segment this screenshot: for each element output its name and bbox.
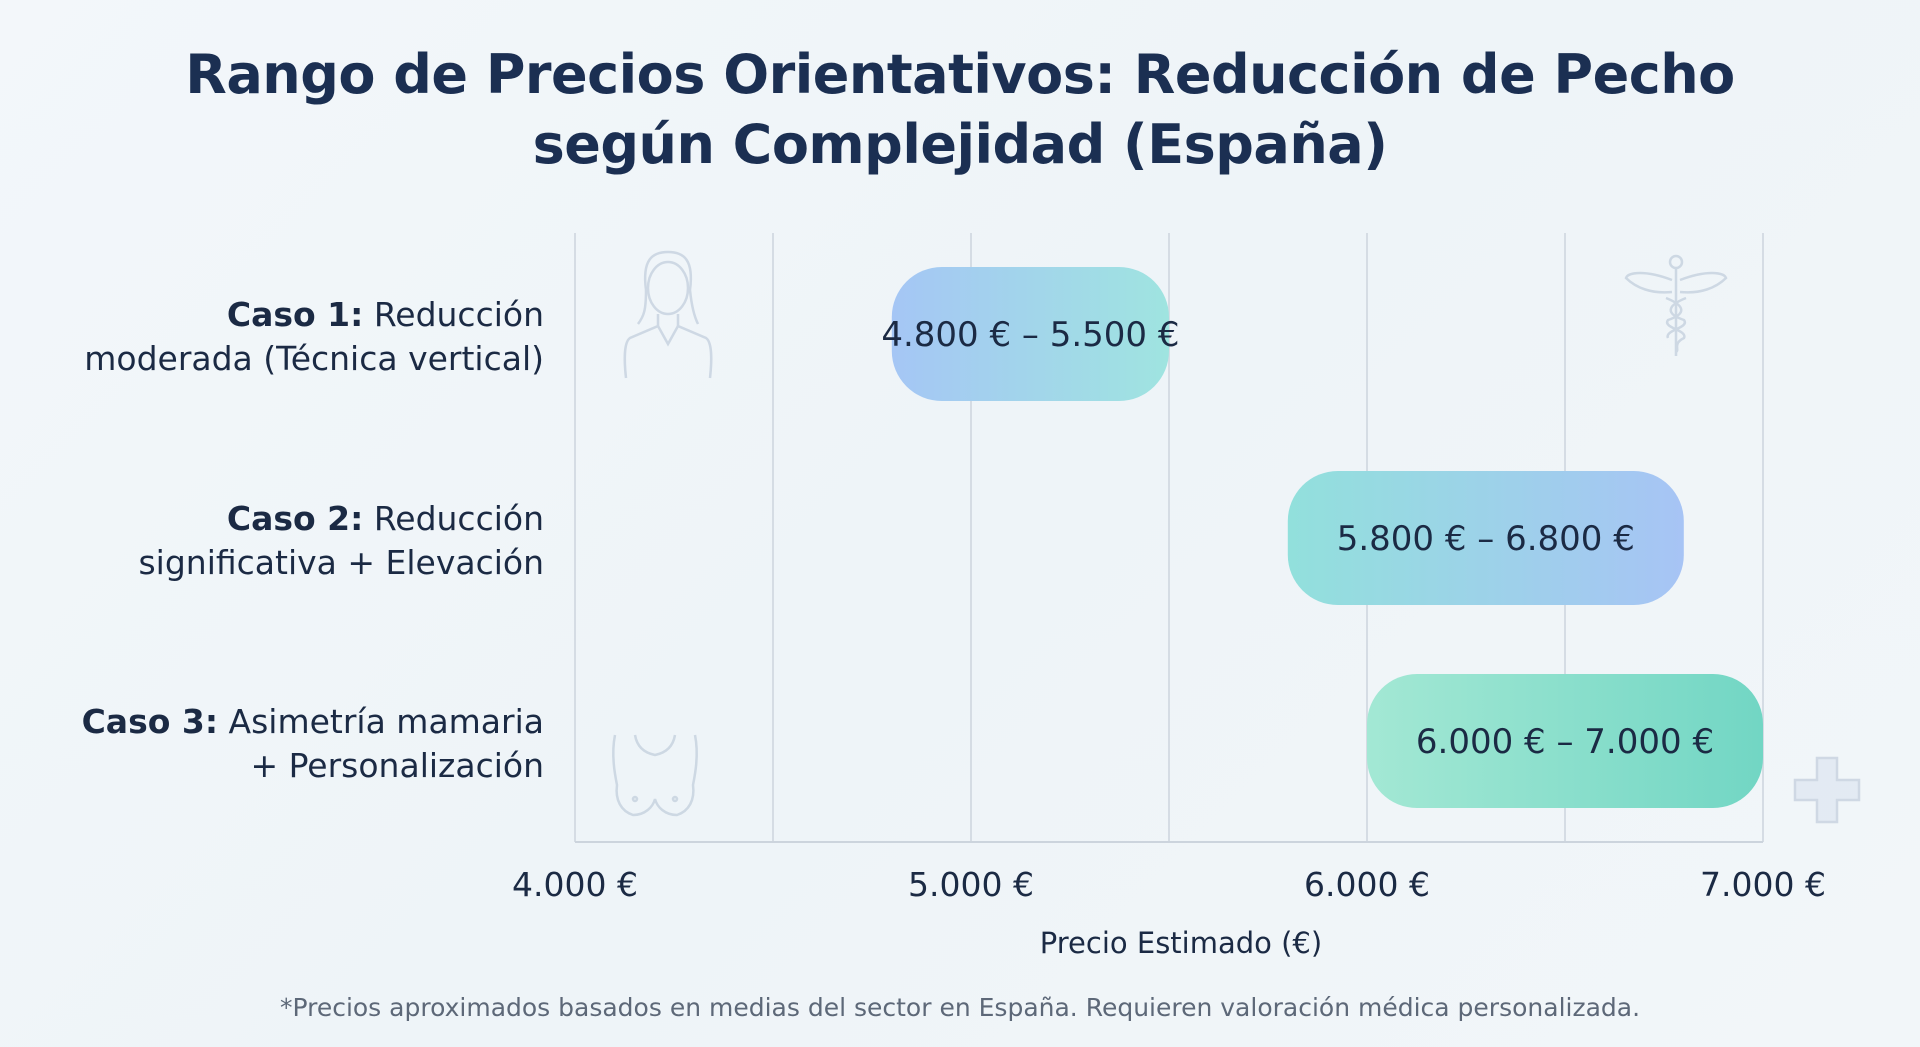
range-bar-label: 4.800 € – 5.500 € — [881, 315, 1179, 355]
medical-cross-icon — [1793, 756, 1861, 824]
case-title: Reducción — [363, 295, 544, 334]
x-axis-title: Precio Estimado (€) — [1040, 926, 1322, 960]
category-label: Caso 2: Reducción — [227, 499, 544, 538]
category-label: Caso 1: Reducción — [227, 295, 544, 334]
x-tick-label: 5.000 € — [908, 865, 1034, 904]
breast-icon — [612, 734, 698, 817]
range-bar — [891, 267, 1169, 401]
category-label-line2: significativa + Elevación — [138, 543, 544, 582]
case-number: Caso 1: — [227, 295, 363, 334]
case-number: Caso 3: — [82, 702, 218, 741]
range-bar-label: 6.000 € – 7.000 € — [1416, 722, 1714, 762]
x-tick-label: 6.000 € — [1304, 865, 1430, 904]
category-label: Caso 3: Asimetría mamaria — [82, 702, 544, 741]
title-line-1: Rango de Precios Orientativos: Reducción… — [185, 43, 1735, 106]
range-bar — [1367, 674, 1763, 808]
case-number: Caso 2: — [227, 499, 363, 538]
x-tick-label: 4.000 € — [512, 865, 638, 904]
range-bar-label: 5.800 € – 6.800 € — [1337, 519, 1635, 559]
category-label-line2: moderada (Técnica vertical) — [84, 339, 544, 378]
x-tick-label: 7.000 € — [1700, 865, 1826, 904]
chart-title: Rango de Precios Orientativos: Reducción… — [0, 40, 1920, 180]
case-title: Reducción — [363, 499, 544, 538]
category-label-line2: + Personalización — [250, 746, 544, 785]
footnote: *Precios aproximados basados en medias d… — [279, 993, 1641, 1022]
caduceus-icon — [1624, 254, 1728, 356]
case-title: Asimetría mamaria — [218, 702, 544, 741]
title-line-2: según Complejidad (España) — [532, 113, 1388, 176]
range-bar — [1287, 471, 1684, 605]
woman-icon — [623, 250, 713, 379]
